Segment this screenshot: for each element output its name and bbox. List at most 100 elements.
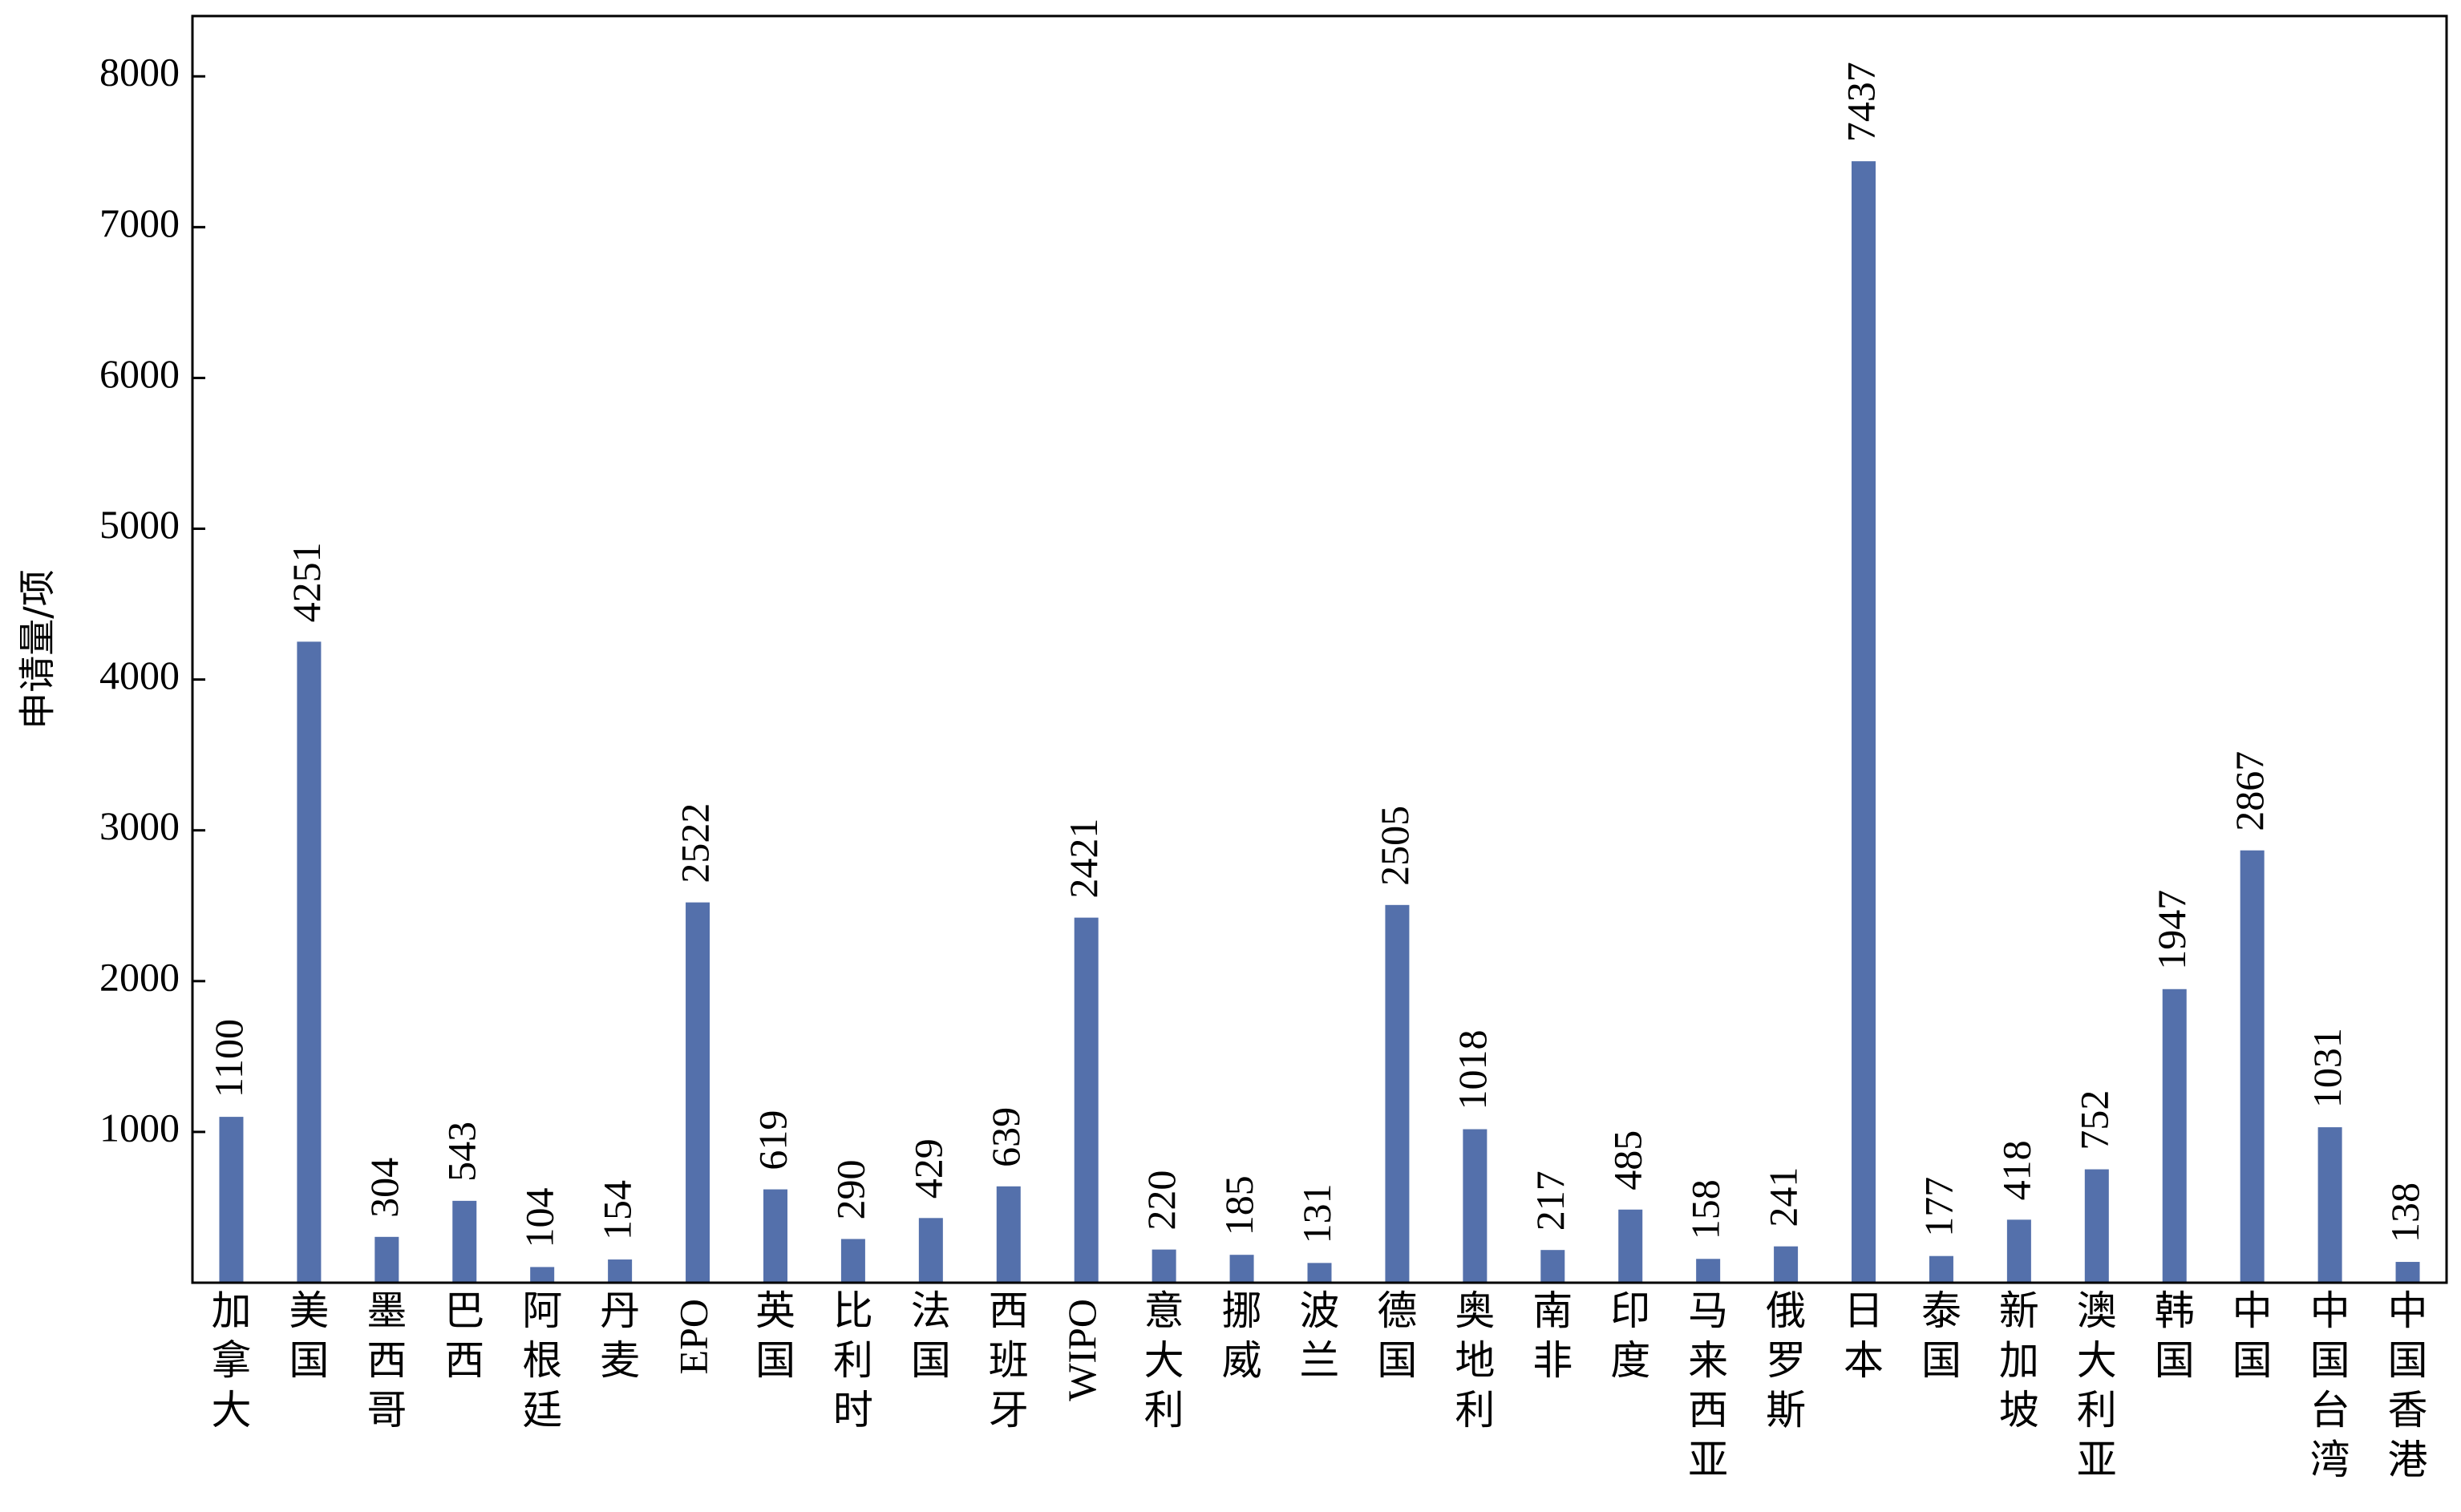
bar [297, 641, 322, 1283]
plot-frame [191, 14, 2448, 1284]
bar [996, 1186, 1021, 1283]
bar [1152, 1249, 1176, 1283]
y-tick-label: 8000 [99, 50, 180, 95]
value-label: 290 [828, 1159, 872, 1219]
value-label: 429 [905, 1138, 950, 1199]
bar [1463, 1129, 1488, 1283]
value-label: 418 [1993, 1140, 2038, 1200]
category-label: 中国 [2232, 1288, 2273, 1384]
bar [763, 1189, 787, 1283]
value-label: 1031 [2305, 1028, 2350, 1108]
y-tick-label: 5000 [99, 502, 180, 547]
value-labels: 1100 4251 304 543 104 154 2522 619 290 429 639 2421… [206, 62, 2427, 1247]
category-label: WIPO [1059, 1299, 1104, 1401]
y-tick-label: 7000 [99, 200, 180, 245]
value-label: 177 [1916, 1177, 1961, 1237]
value-label: 4251 [284, 542, 329, 622]
category-label: 波兰 [1300, 1288, 1340, 1384]
category-label: 美国 [289, 1288, 329, 1384]
value-label: 543 [439, 1122, 484, 1182]
bar [2084, 1169, 2109, 1283]
category-label: 意大利 [1144, 1288, 1184, 1433]
category-label: 韩国 [2155, 1288, 2195, 1384]
value-label: 7437 [1838, 62, 1883, 142]
category-label: 加拿大 [211, 1288, 251, 1433]
value-label: 1100 [206, 1019, 251, 1098]
value-label: 131 [1294, 1183, 1339, 1243]
category-label: 印度 [1610, 1288, 1650, 1384]
value-label: 241 [1761, 1167, 1806, 1227]
value-label: 138 [2382, 1183, 2427, 1243]
category-label: 阿根廷 [522, 1288, 562, 1433]
y-axis-ticks: 1000 2000 3000 4000 5000 6000 7000 8000 [99, 50, 205, 1150]
bar [1074, 917, 1099, 1283]
category-label: 比利时 [833, 1288, 873, 1433]
category-label: 南非 [1532, 1288, 1573, 1384]
value-label: 304 [362, 1158, 407, 1218]
category-label: EPO [671, 1299, 716, 1374]
value-label: 619 [750, 1110, 795, 1170]
bars-layer [219, 161, 2420, 1283]
category-label: 英国 [755, 1288, 795, 1384]
value-label: 639 [983, 1107, 1028, 1167]
value-label: 2867 [2227, 751, 2272, 831]
value-label: 2522 [673, 803, 718, 883]
category-label: 墨西哥 [366, 1288, 407, 1433]
category-label: 中国台湾 [2310, 1288, 2350, 1483]
bar [2317, 1127, 2342, 1283]
bar [1852, 161, 1876, 1283]
y-tick-label: 2000 [99, 954, 180, 999]
y-axis-label: 申请量/项 [16, 569, 59, 730]
value-label: 154 [595, 1180, 640, 1240]
value-label: 158 [1683, 1179, 1728, 1239]
bar [1307, 1263, 1332, 1283]
category-label: 日本 [1844, 1288, 1884, 1384]
bar [219, 1117, 244, 1283]
bar [1696, 1259, 1721, 1283]
category-label: 奥地利 [1455, 1288, 1495, 1433]
category-label: 马来西亚 [1688, 1288, 1728, 1483]
value-label: 485 [1605, 1130, 1650, 1191]
y-tick-label: 1000 [99, 1105, 180, 1150]
bar [1929, 1255, 1953, 1283]
bar [1385, 904, 1410, 1283]
bar [1774, 1246, 1799, 1283]
bar [840, 1239, 865, 1283]
category-label: 俄罗斯 [1766, 1288, 1806, 1433]
category-label: 泰国 [1921, 1288, 1961, 1384]
value-label: 217 [1528, 1170, 1573, 1231]
value-label: 1947 [2149, 890, 2194, 970]
bar [1229, 1255, 1254, 1283]
value-label: 2421 [1061, 819, 1106, 899]
value-label: 752 [2071, 1090, 2116, 1150]
bar [1618, 1209, 1643, 1283]
bar [918, 1218, 943, 1283]
bar [2162, 988, 2187, 1283]
bar [2240, 850, 2265, 1283]
bar [2395, 1262, 2420, 1283]
bar [374, 1236, 399, 1283]
category-label: 澳大利亚 [2077, 1288, 2117, 1483]
category-label: 德国 [1377, 1288, 1417, 1384]
category-label: 西班牙 [989, 1288, 1029, 1433]
value-label: 220 [1139, 1170, 1184, 1231]
category-label: 中国香港 [2388, 1288, 2428, 1483]
bar [530, 1267, 555, 1283]
bar [2006, 1219, 2031, 1283]
bar [1540, 1250, 1565, 1283]
category-label: 挪威 [1222, 1288, 1262, 1384]
bar [452, 1200, 477, 1283]
value-label: 1018 [1450, 1030, 1495, 1110]
value-label: 2505 [1372, 806, 1417, 886]
category-label: 法国 [911, 1288, 951, 1384]
value-label: 185 [1216, 1175, 1261, 1235]
y-tick-label: 6000 [99, 351, 180, 396]
category-label: 巴西 [444, 1288, 484, 1384]
bar [608, 1259, 633, 1283]
y-tick-label: 4000 [99, 653, 180, 697]
category-label: 丹麦 [600, 1288, 640, 1384]
category-label: 新加坡 [1999, 1288, 2039, 1433]
